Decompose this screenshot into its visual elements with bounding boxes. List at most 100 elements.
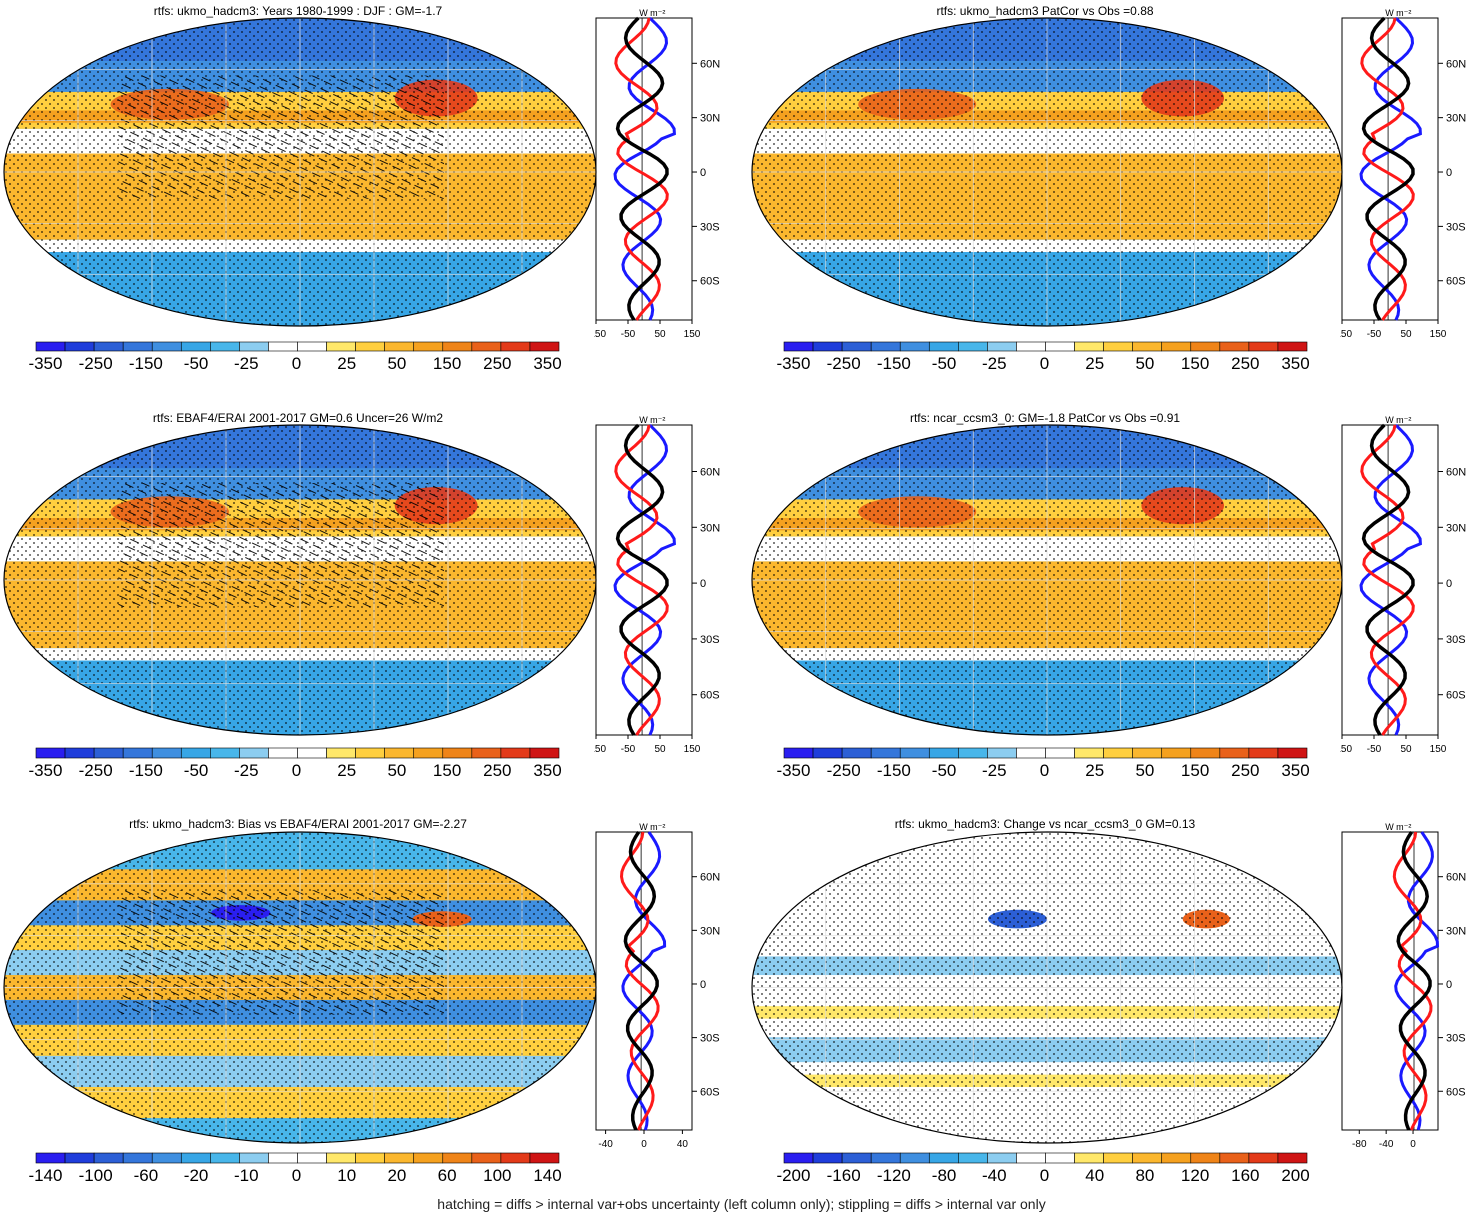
colorbar-swatch	[1248, 747, 1279, 759]
colorbar-tick-label: 150	[432, 761, 462, 780]
colorbar-swatch	[442, 747, 473, 759]
panel-2-colorbar-labels: -350 -250 -150 -50 -25 0 25 50 150 250 350	[776, 354, 1309, 376]
colorbar-tick-label: 120	[1180, 1166, 1210, 1185]
lat-tick-label: 0	[700, 167, 706, 179]
colorbar-swatch	[122, 1152, 153, 1164]
colorbar-swatch	[1103, 341, 1133, 352]
lat-tick-label: 60N	[700, 872, 720, 884]
colorbar-tick-label: 10	[337, 1166, 357, 1185]
lat-tick-label: 60S	[1446, 276, 1466, 288]
panel-3-map	[3, 424, 597, 736]
colorbar-swatch	[297, 747, 327, 759]
lat-tick-label: 0	[1446, 979, 1452, 991]
colorbar-swatch	[1277, 747, 1308, 759]
colorbar-tick-label: 200	[1281, 1166, 1310, 1185]
colorbar-swatch	[93, 341, 124, 352]
lat-tick-label: 60S	[1446, 690, 1466, 702]
profile-x-tick-label: -150	[1340, 329, 1352, 340]
panel-3-colorbar	[35, 747, 560, 759]
colorbar-swatch	[958, 1152, 988, 1164]
panel-6-title: rtfs: ukmo_hadcm3: Change vs ncar_ccsm3_…	[894, 817, 1196, 831]
colorbar-swatch	[812, 747, 843, 759]
panel-6-colorbar-labels: -200 -160 -120 -80 -40 0 40 80 120 160 200	[776, 1166, 1310, 1188]
colorbar-tick-label: 160	[1231, 1166, 1260, 1185]
colorbar-swatch	[268, 341, 298, 352]
lat-tick-label: 30S	[700, 221, 720, 233]
panel-1-colorbar	[35, 341, 560, 352]
colorbar-swatch	[812, 341, 843, 352]
colorbar-swatch	[1132, 747, 1163, 759]
colorbar-tick-label: -120	[876, 1166, 911, 1185]
panel-4-title: rtfs: ncar_ccsm3_0: GM=-1.8 PatCor vs Ob…	[909, 411, 1181, 425]
profile-x-tick-label: -50	[621, 744, 636, 755]
profile-x-tick-label: -150	[594, 744, 606, 755]
panel-6-map	[751, 831, 1343, 1144]
colorbar-tick-label: 80	[1135, 1166, 1155, 1185]
profile-x-tick-label: -40	[598, 1139, 613, 1150]
colorbar-swatch	[1016, 1152, 1046, 1164]
panel-4-map	[751, 424, 1343, 736]
colorbar-swatch	[355, 1152, 385, 1164]
colorbar-tick-label: 150	[432, 354, 462, 373]
colorbar-tick-label: -50	[183, 761, 209, 780]
profile-units: W m⁻²	[1385, 822, 1411, 832]
colorbar-swatch	[442, 341, 473, 352]
colorbar-swatch	[1277, 341, 1308, 352]
profile-x-tick-label: -40	[1379, 1139, 1394, 1150]
colorbar-swatch	[1103, 1152, 1133, 1164]
panel-4-colorbar-labels: -350 -250 -150 -50 -25 0 25 50 150 250 350	[776, 761, 1309, 783]
blue-profile-line	[1359, 423, 1422, 736]
colorbar-tick-label: -150	[876, 761, 911, 780]
colorbar-tick-label: -25	[233, 761, 259, 780]
red-profile-line	[614, 424, 669, 736]
colorbar-swatch	[1045, 341, 1075, 352]
colorbar-swatch	[529, 747, 560, 759]
panel-5-map	[3, 831, 597, 1144]
panel-4-zonal-profile: W m⁻² 60N 30N 0 30S 60S -150 -50 50 150	[1340, 415, 1466, 755]
lat-tick-label: 30S	[1446, 221, 1466, 233]
colorbar-tick-label: 50	[387, 761, 407, 780]
colorbar-swatch	[1219, 747, 1250, 759]
colorbar-swatch	[151, 341, 182, 352]
colorbar-swatch	[500, 341, 531, 352]
lat-tick-label: 30S	[700, 634, 720, 646]
colorbar-swatch	[355, 341, 385, 352]
red-profile-line	[1392, 831, 1433, 1131]
black-profile-line	[623, 831, 659, 1131]
colorbar-tick-label: -100	[78, 1166, 113, 1185]
panel-1-colorbar-labels: -350 -250 -150 -50 -25 0 25 50 150 250 350	[28, 354, 561, 376]
blue-profile-line	[613, 423, 676, 736]
colorbar-swatch	[471, 341, 502, 352]
colorbar-tick-label: -150	[128, 761, 163, 780]
profile-x-tick-label: -150	[594, 329, 606, 340]
colorbar-swatch	[1161, 747, 1192, 759]
profile-units: W m⁻²	[639, 8, 665, 18]
panel-2-map	[751, 17, 1343, 327]
colorbar-swatch	[899, 747, 930, 759]
panel-4-colorbar	[783, 747, 1308, 759]
colorbar-tick-label: 25	[337, 761, 357, 780]
colorbar-swatch	[35, 341, 66, 352]
colorbar-tick-label: 25	[1085, 761, 1105, 780]
panel-5-colorbar	[35, 1152, 560, 1164]
colorbar-swatch	[870, 747, 901, 759]
profile-x-tick-label: 40	[677, 1139, 689, 1150]
colorbar-swatch	[1219, 341, 1250, 352]
colorbar-swatch	[1045, 1152, 1075, 1164]
colorbar-tick-label: -10	[233, 1166, 259, 1185]
colorbar-swatch	[1132, 341, 1163, 352]
colorbar-tick-label: 0	[291, 354, 302, 373]
colorbar-tick-label: 20	[387, 1166, 407, 1185]
panel-3-title: rtfs: EBAF4/ERAI 2001-2017 GM=0.6 Uncer=…	[152, 411, 444, 425]
lat-tick-label: 30N	[1446, 113, 1466, 125]
lat-tick-label: 0	[700, 979, 706, 991]
colorbar-swatch	[899, 1152, 930, 1164]
lat-tick-label: 60S	[700, 276, 720, 288]
lat-tick-label: 60N	[700, 467, 720, 479]
panel-2-title: rtfs: ukmo_hadcm3 PatCor vs Obs =0.88	[936, 4, 1154, 18]
lat-tick-label: 30S	[1446, 634, 1466, 646]
colorbar-tick-label: 0	[1039, 1166, 1050, 1185]
colorbar-tick-label: -250	[826, 761, 861, 780]
colorbar-tick-label: 100	[483, 1166, 512, 1185]
colorbar-swatch	[1161, 341, 1192, 352]
